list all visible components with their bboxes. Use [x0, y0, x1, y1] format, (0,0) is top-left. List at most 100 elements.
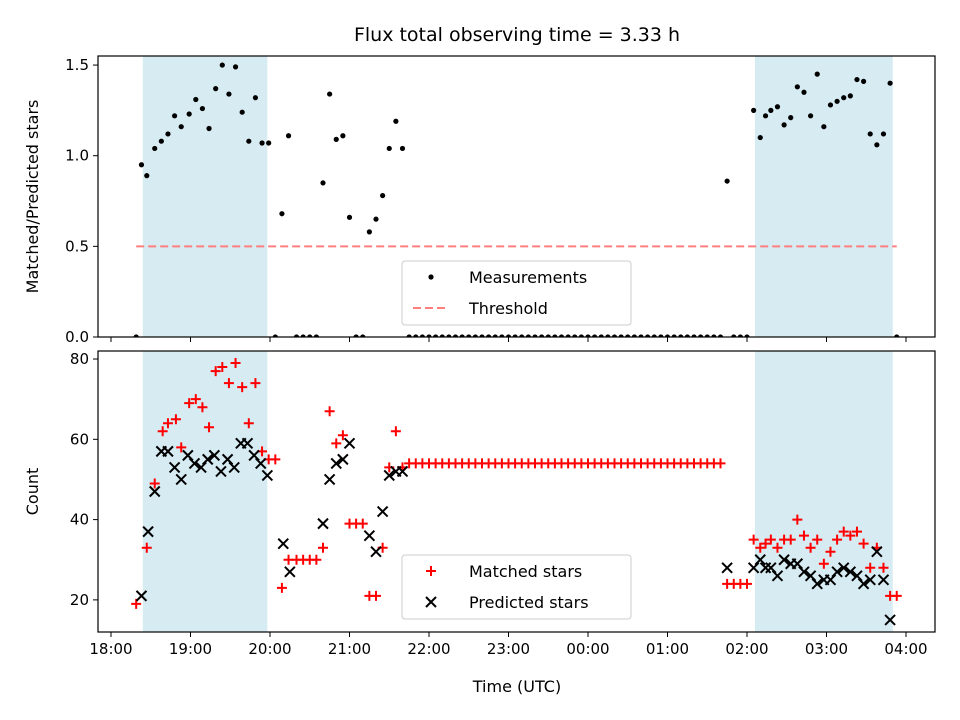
data-point-count-1-12: [215, 465, 227, 478]
data-point-count-0-3: [157, 426, 168, 437]
data-point-ratio-0-94: [757, 134, 763, 141]
data-point-count-0-16: [243, 418, 254, 429]
shaded-interval-ratio-1: [754, 56, 893, 337]
data-point-ratio-0-98: [781, 122, 787, 128]
data-point-ratio-0-44: [426, 334, 432, 337]
data-point-ratio-0-80: [664, 334, 671, 337]
data-point-ratio-0-12: [213, 86, 219, 92]
legend-swatch-ratio-0: [428, 274, 434, 280]
data-point-ratio-0-102: [808, 113, 814, 119]
data-point-ratio-0-45: [433, 334, 439, 337]
data-point-ratio-0-28: [320, 180, 326, 186]
data-point-ratio-0-47: [446, 334, 452, 337]
chart-title: Flux total observing time = 3.33 h: [354, 24, 680, 46]
data-point-count-1-8: [188, 457, 201, 470]
data-point-ratio-0-75: [631, 334, 637, 337]
plot-area-count: [131, 351, 902, 632]
data-point-ratio-0-77: [645, 334, 651, 337]
data-point-ratio-0-88: [717, 334, 724, 337]
data-point-count-1-25: [337, 453, 349, 466]
data-point-count-0-33: [357, 518, 368, 529]
data-point-count-0-13: [223, 378, 234, 389]
y-tick-label-count-0: 20: [70, 591, 89, 609]
x-tick-label-4: 22:00: [407, 640, 450, 658]
data-point-ratio-0-48: [452, 334, 459, 337]
data-point-ratio-0-55: [499, 334, 505, 337]
panel-ratio: 0.0 0.5 1.0 1.5 Matched/Predicted stars Measu…: [23, 55, 936, 346]
data-point-count-1-28: [370, 546, 382, 558]
data-point-ratio-0-20: [266, 140, 272, 146]
data-point-ratio-0-30: [333, 136, 339, 142]
data-point-count-0-10: [204, 422, 215, 433]
data-point-ratio-0-46: [439, 334, 445, 337]
data-point-count-0-12: [217, 362, 228, 373]
data-point-ratio-0-21: [272, 334, 278, 337]
data-point-ratio-0-73: [618, 334, 624, 337]
data-point-count-0-95: [765, 534, 776, 545]
data-point-count-0-103: [818, 558, 829, 569]
data-point-count-0-99: [792, 514, 803, 525]
data-point-ratio-0-99: [788, 115, 794, 121]
series-count-1: [135, 437, 896, 626]
data-point-ratio-0-109: [854, 76, 860, 83]
data-point-ratio-0-29: [327, 91, 333, 97]
data-point-ratio-0-68: [585, 334, 591, 337]
data-point-count-0-114: [891, 590, 902, 601]
x-tick-label-0: 18:00: [89, 640, 132, 658]
data-point-ratio-0-49: [459, 334, 465, 337]
data-point-count-1-20: [277, 537, 289, 550]
data-point-ratio-0-65: [565, 334, 571, 337]
data-point-ratio-0-41: [406, 334, 412, 337]
data-point-ratio-0-4: [158, 138, 164, 144]
data-point-ratio-0-93: [751, 107, 757, 113]
data-point-count-1-44: [811, 578, 823, 590]
data-point-count-0-105: [832, 534, 843, 545]
x-tick-label-8: 02:00: [725, 640, 768, 658]
data-point-count-1-35: [754, 554, 766, 566]
y-tick-label-count-2: 60: [70, 430, 89, 448]
data-point-ratio-0-69: [592, 334, 598, 337]
legend-box-ratio: [401, 260, 632, 326]
data-point-ratio-0-82: [678, 334, 684, 337]
x-tick-label-3: 21:00: [328, 640, 371, 658]
data-point-count-0-106: [838, 526, 849, 537]
data-point-ratio-0-59: [525, 334, 531, 337]
data-point-count-0-91: [742, 578, 752, 589]
data-point-ratio-0-39: [393, 118, 399, 124]
data-point-count-0-101: [805, 542, 816, 553]
data-point-count-1-19: [261, 469, 274, 482]
data-point-ratio-0-0: [133, 334, 139, 337]
legend-label-count-0: Matched stars: [469, 562, 582, 581]
data-point-count-1-5: [168, 461, 181, 474]
data-point-count-0-112: [878, 562, 889, 573]
data-point-ratio-0-50: [466, 334, 472, 337]
data-point-ratio-0-66: [572, 334, 578, 337]
data-point-ratio-0-103: [814, 71, 820, 77]
data-point-count-1-51: [857, 578, 870, 590]
y-tick-label-count-3: 80: [70, 350, 89, 368]
data-point-ratio-0-83: [684, 334, 690, 337]
data-point-ratio-0-35: [366, 229, 372, 235]
data-point-ratio-0-15: [232, 64, 239, 70]
data-point-count-1-10: [202, 453, 214, 466]
x-tick-label-10: 04:00: [884, 640, 927, 658]
data-point-count-1-49: [844, 566, 857, 578]
data-point-ratio-0-22: [279, 211, 285, 217]
data-point-count-1-6: [175, 473, 187, 486]
data-point-ratio-0-64: [558, 334, 565, 337]
data-point-count-0-1: [141, 542, 152, 553]
data-point-count-1-14: [228, 461, 240, 474]
data-point-ratio-0-105: [827, 102, 834, 108]
data-point-count-0-9: [197, 402, 208, 413]
data-point-ratio-0-110: [861, 78, 867, 84]
data-point-ratio-0-37: [380, 192, 386, 199]
data-point-ratio-0-11: [206, 125, 212, 132]
data-point-count-0-17: [250, 378, 261, 389]
data-point-ratio-0-10: [199, 105, 206, 112]
x-tick-label-7: 01:00: [646, 640, 689, 658]
data-point-ratio-0-1: [138, 162, 145, 168]
data-point-count-0-92: [748, 534, 759, 545]
data-point-count-1-2: [149, 485, 161, 498]
data-point-count-0-20: [270, 454, 281, 465]
data-point-ratio-0-74: [625, 334, 631, 337]
